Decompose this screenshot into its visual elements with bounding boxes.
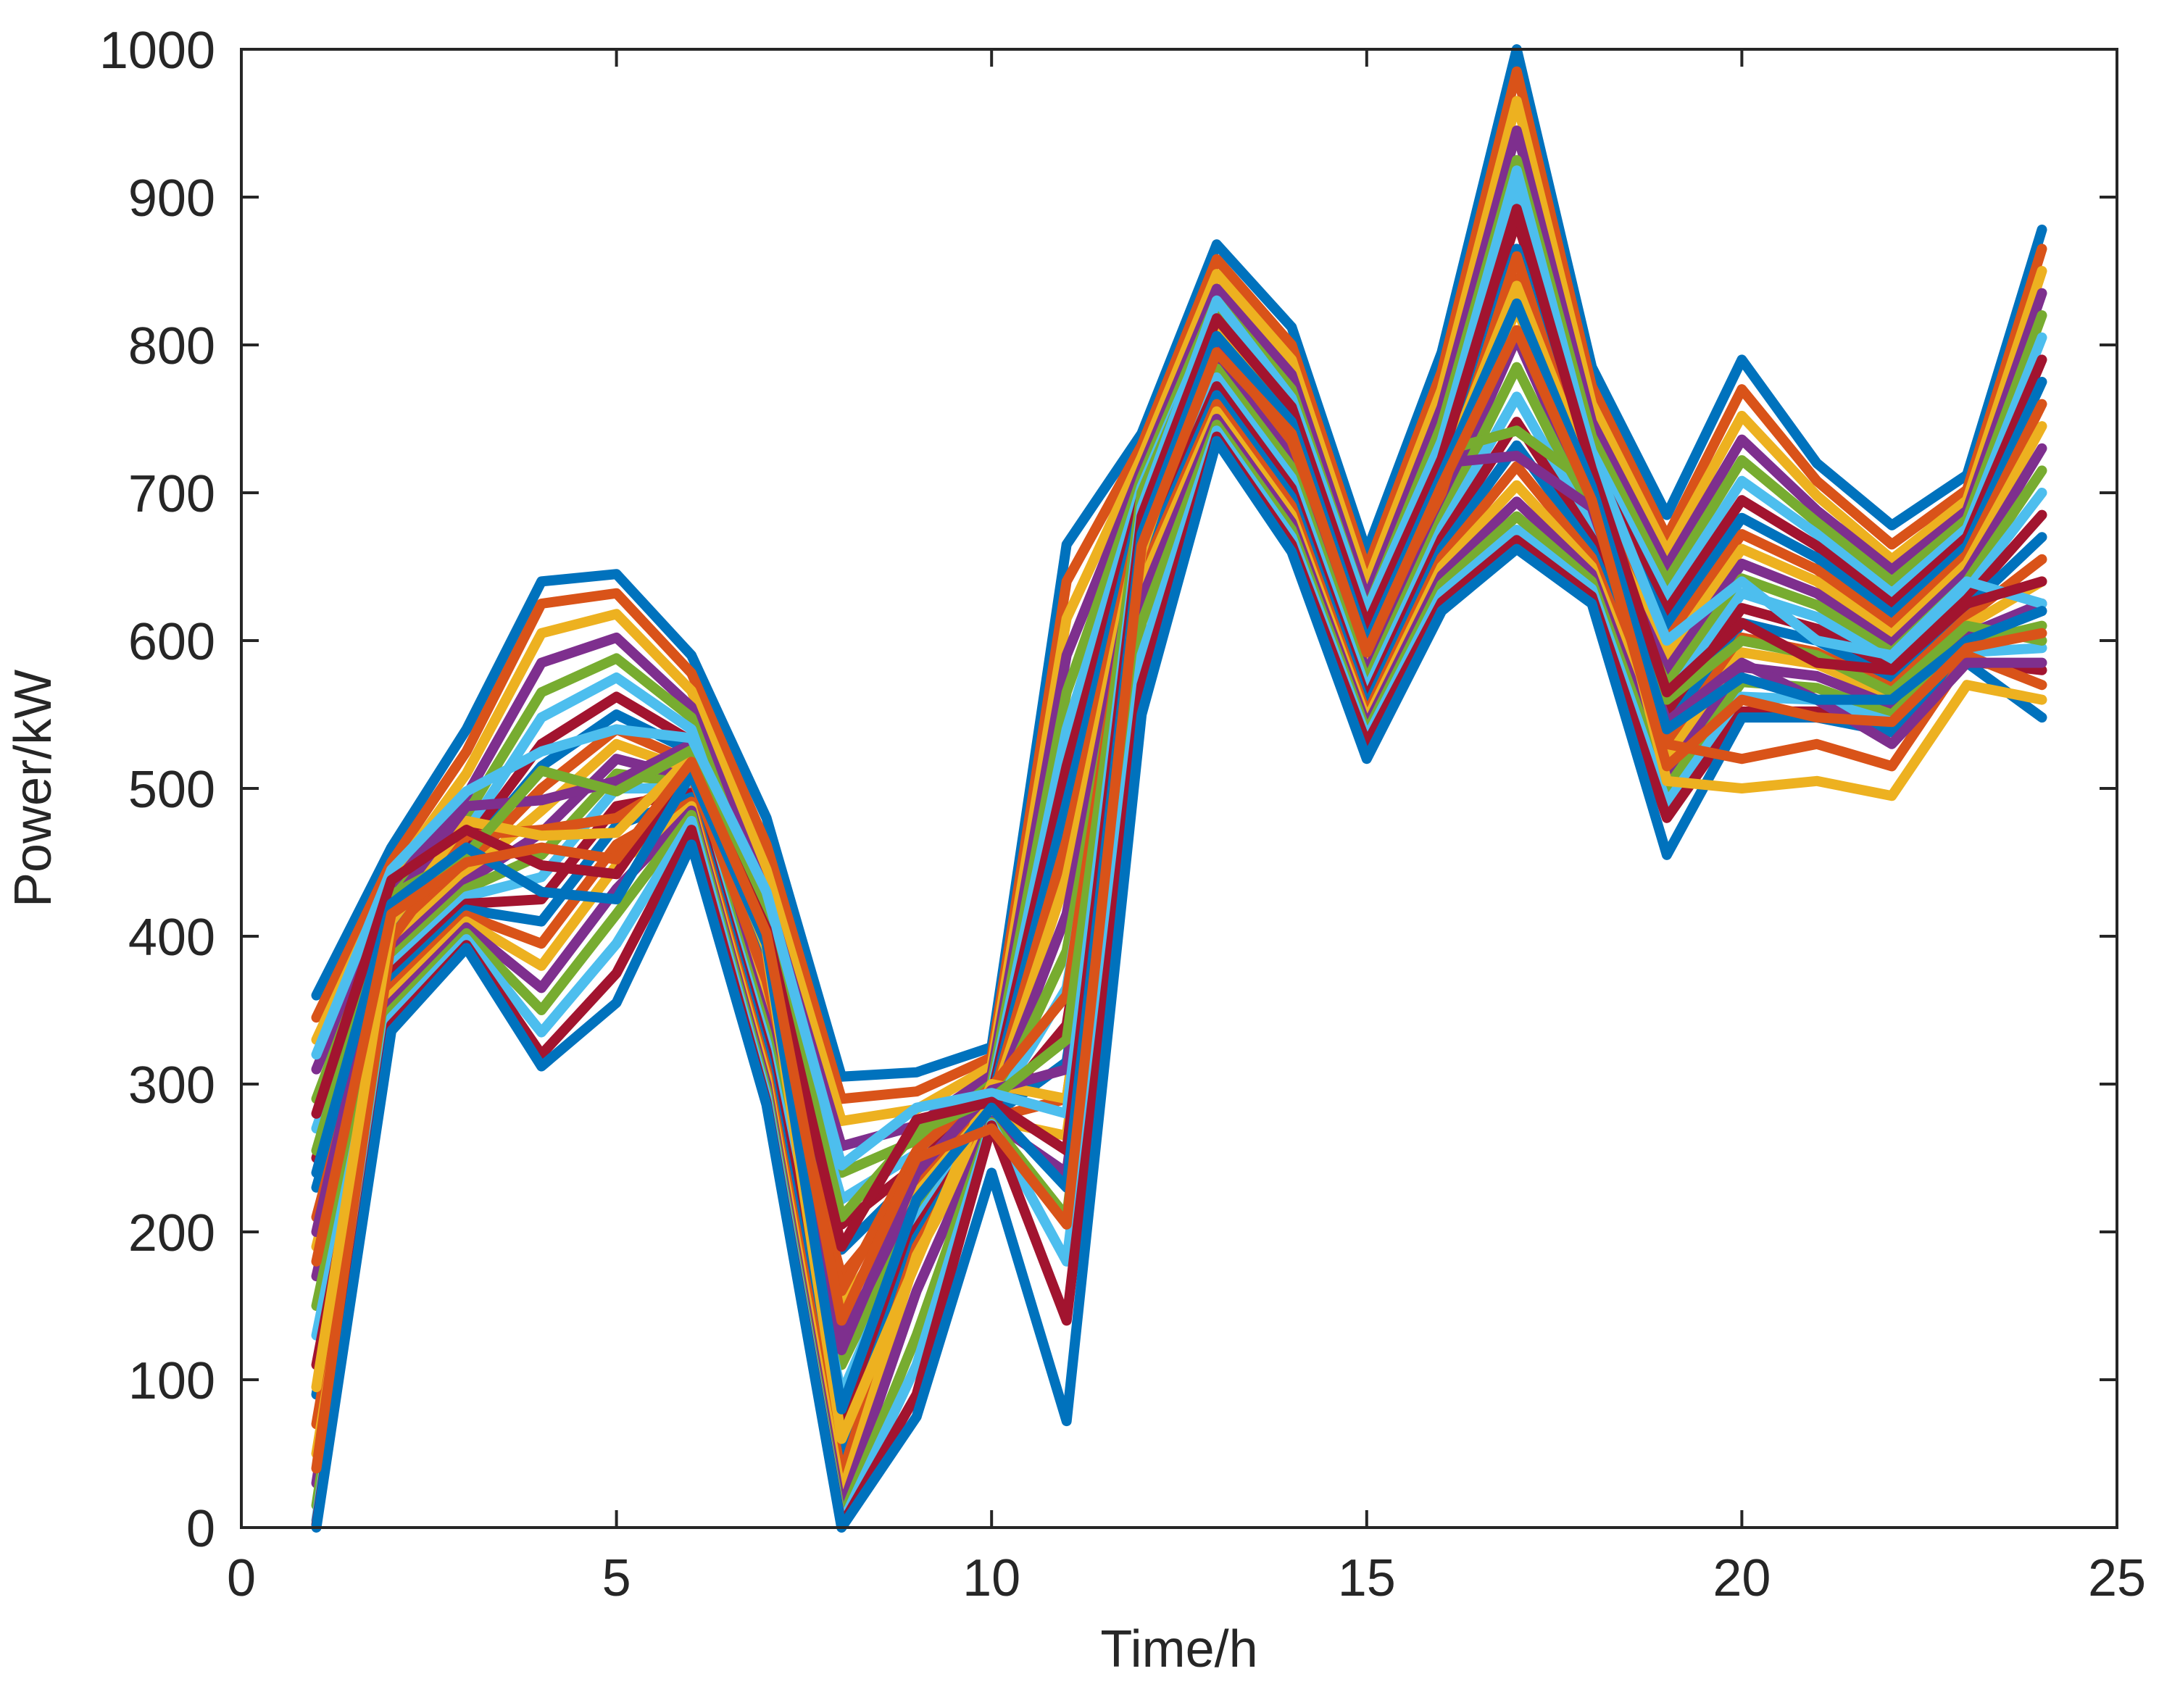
y-tick-label: 900 — [128, 170, 215, 228]
x-tick-label: 25 — [2088, 1549, 2146, 1607]
series-line-20 — [311, 425, 2047, 1530]
y-tick-label: 600 — [128, 613, 215, 671]
series-line-28 — [311, 204, 2047, 1252]
x-tick-label: 0 — [227, 1549, 256, 1607]
x-tick-label: 10 — [962, 1549, 1020, 1607]
x-tick-label: 5 — [602, 1549, 631, 1607]
x-tick-label: 15 — [1338, 1549, 1396, 1607]
y-tick-label: 100 — [128, 1352, 215, 1410]
series-layer — [311, 44, 2047, 1533]
x-axis: 0 5 10 15 20 25 — [227, 49, 2146, 1607]
series-line-22 — [311, 436, 2047, 1533]
y-tick-label: 200 — [128, 1204, 215, 1262]
y-tick-label: 400 — [128, 909, 215, 967]
y-axis-label: Power/kW — [4, 670, 62, 907]
y-axis: 0 100 200 300 400 500 600 700 800 900 1000 — [99, 22, 2117, 1558]
series-line-30 — [311, 325, 2047, 1326]
y-tick-label: 700 — [128, 465, 215, 523]
x-tick-label: 20 — [1713, 1549, 1771, 1607]
y-tick-label: 800 — [128, 317, 215, 375]
y-tick-label: 500 — [128, 761, 215, 819]
series-line-3 — [311, 96, 2047, 1126]
x-axis-label: Time/h — [1100, 1620, 1257, 1678]
y-tick-label: 1000 — [99, 22, 215, 80]
y-tick-label: 300 — [128, 1057, 215, 1115]
y-tick-label: 0 — [186, 1500, 215, 1558]
